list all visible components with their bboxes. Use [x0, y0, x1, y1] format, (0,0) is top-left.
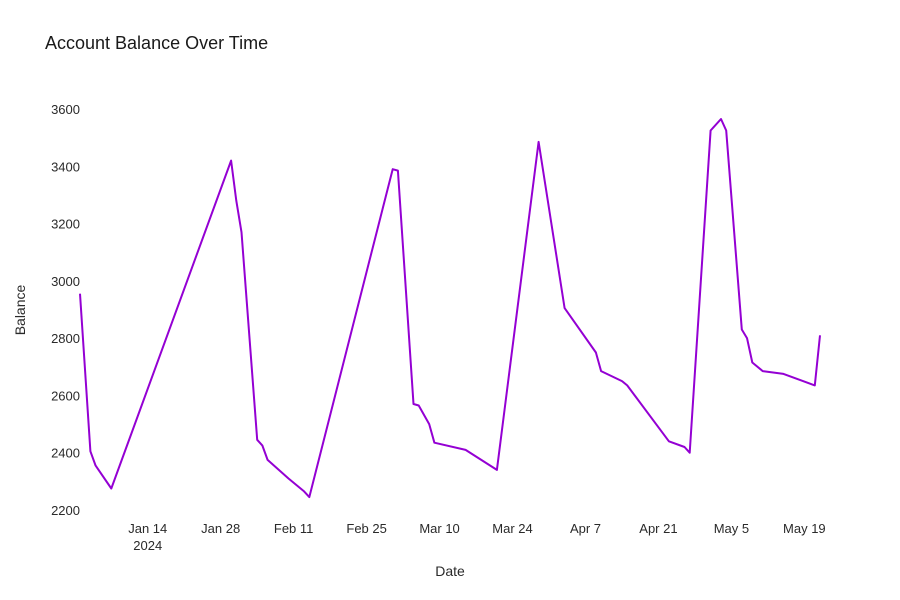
data-point: [261, 445, 263, 447]
data-point: [746, 337, 748, 339]
data-point: [267, 459, 269, 461]
data-point: [621, 380, 623, 382]
data-point: [626, 384, 628, 386]
y-tick-label: 2600: [51, 388, 80, 403]
data-point: [392, 168, 394, 170]
y-axis-ticks: 2200 2400 2600 2800 3000 3200 3400 3600: [51, 102, 80, 518]
data-point: [668, 440, 670, 442]
data-point: [710, 130, 712, 132]
data-point: [95, 465, 97, 467]
data-point: [465, 449, 467, 451]
data-point: [89, 450, 91, 452]
data-point: [741, 329, 743, 331]
data-point: [235, 200, 237, 202]
y-tick-label: 3400: [51, 159, 80, 174]
x-axis-label: Date: [435, 563, 465, 579]
x-axis-ticks: Jan 14 2024 Jan 28 Feb 11 Feb 25 Mar 10 Mar 24…: [128, 521, 825, 553]
x-tick-label: Jan 14: [128, 521, 167, 536]
x-tick-label: Feb 25: [346, 521, 386, 536]
y-tick-label: 3600: [51, 102, 80, 117]
x-tick-label: Apr 7: [570, 521, 601, 536]
y-tick-label: 3200: [51, 217, 80, 232]
data-point: [413, 403, 415, 405]
data-point: [79, 293, 81, 295]
x-tick-label: Jan 28: [201, 521, 240, 536]
data-point: [564, 307, 566, 309]
data-point: [819, 334, 821, 336]
data-point: [418, 405, 420, 407]
chart-title: Account Balance Over Time: [45, 33, 269, 53]
x-tick-year-label: 2024: [133, 538, 162, 553]
data-points: [79, 118, 821, 498]
data-point: [751, 362, 753, 364]
data-point: [684, 446, 686, 448]
y-tick-label: 2400: [51, 446, 80, 461]
data-point: [600, 370, 602, 372]
data-point: [397, 170, 399, 172]
y-tick-label: 2800: [51, 331, 80, 346]
data-point: [433, 442, 435, 444]
data-point: [308, 496, 310, 498]
x-tick-label: Mar 10: [419, 521, 459, 536]
data-point: [428, 423, 430, 425]
x-tick-label: May 19: [783, 521, 826, 536]
data-point: [496, 469, 498, 471]
data-point: [230, 160, 232, 162]
y-tick-label: 3000: [51, 274, 80, 289]
data-point: [689, 452, 691, 454]
x-tick-label: Apr 21: [639, 521, 677, 536]
x-tick-label: Feb 11: [274, 521, 314, 536]
data-point: [241, 231, 243, 233]
data-point: [762, 370, 764, 372]
y-axis-label: Balance: [12, 284, 28, 335]
x-tick-label: Mar 24: [492, 521, 532, 536]
y-tick-label: 2200: [51, 503, 80, 518]
x-tick-label: May 5: [714, 521, 749, 536]
data-point: [814, 384, 816, 386]
data-point: [725, 130, 727, 132]
data-point: [783, 373, 785, 375]
data-point: [303, 490, 305, 492]
data-point: [256, 439, 258, 441]
series-line: [79, 118, 821, 499]
data-point: [595, 352, 597, 354]
data-point: [720, 118, 722, 120]
data-point: [288, 478, 290, 480]
data-point: [110, 488, 112, 490]
data-point: [538, 141, 540, 143]
